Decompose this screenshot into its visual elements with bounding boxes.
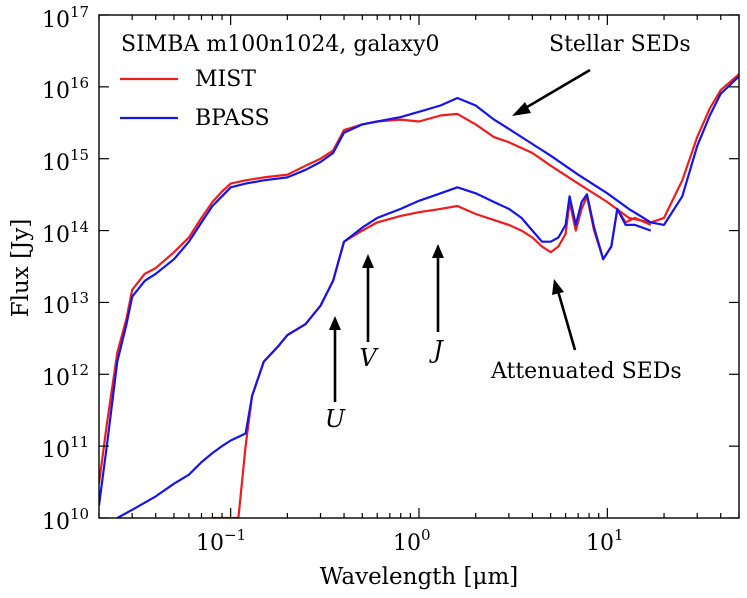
y-tick-label-1e16: 1016 (42, 74, 89, 104)
legend-title: SIMBA m100n1024, galaxy0 (121, 32, 440, 57)
legend-label-mist: MIST (195, 67, 256, 92)
series-line-bpass-attenuated (116, 186, 652, 518)
y-axis-label: Flux [Jy] (8, 219, 34, 318)
x-tick-labels: 10−1 100 101 (196, 526, 624, 556)
y-tick-label-1e14: 1014 (42, 218, 89, 248)
annotation-stellar-seds: Stellar SEDs (549, 32, 691, 57)
y-tick-label-1e12: 1012 (42, 361, 89, 391)
y-tick-label-1e17: 1017 (42, 3, 89, 33)
band-marker-v: V (359, 254, 379, 372)
x-tick-label-10: 101 (586, 526, 624, 556)
band-label-v: V (359, 344, 379, 372)
x-tick-label-1: 100 (393, 526, 431, 556)
y-tick-label-1e11: 1011 (42, 433, 89, 463)
series-layer (99, 73, 739, 518)
legend-label-bpass: BPASS (195, 106, 270, 131)
tick-layer (98, 14, 740, 519)
y-tick-labels: 1010 1011 1012 1013 1014 1015 1016 1017 (42, 3, 89, 535)
y-tick-label-1e10: 1010 (42, 505, 89, 535)
x-axis-label: Wavelength [μm] (320, 564, 519, 590)
y-tick-label-1e15: 1015 (42, 146, 89, 176)
band-label-u: U (325, 405, 346, 433)
series-line-bpass-stellar (99, 75, 739, 506)
arrow-stellar-seds (512, 68, 591, 116)
y-tick-label-1e13: 1013 (42, 289, 89, 319)
arrow-attenuated-seds (552, 279, 577, 351)
band-marker-u: U (325, 316, 346, 433)
x-tick-label-0.1: 10−1 (196, 526, 246, 556)
legend: SIMBA m100n1024, galaxy0 MIST BPASS (120, 32, 440, 131)
annotation-attenuated-seds: Attenuated SEDs (490, 359, 682, 384)
